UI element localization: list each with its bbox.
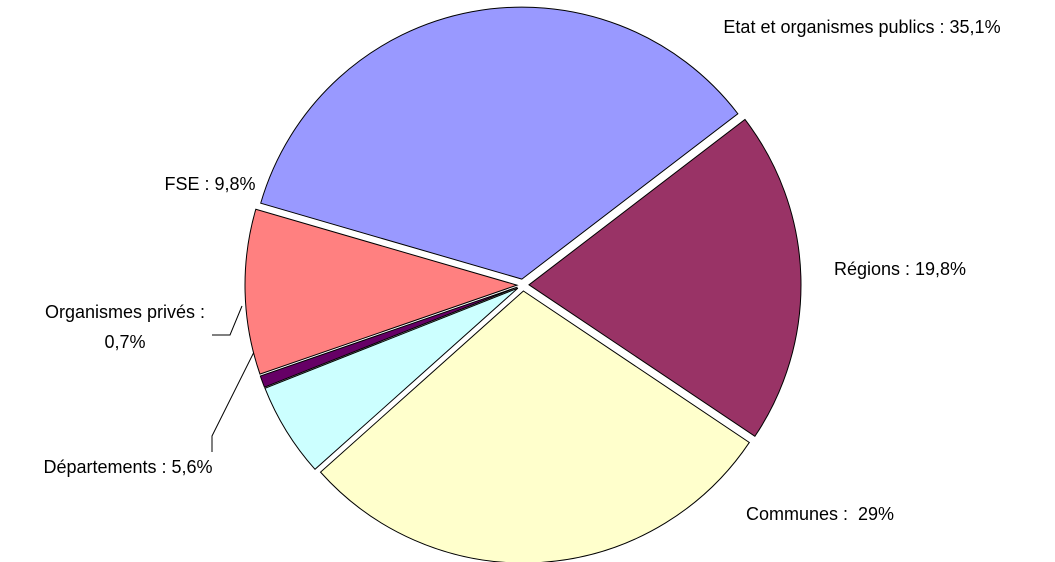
data-label-line: Organismes privés : xyxy=(45,302,205,322)
pie-slice xyxy=(259,286,518,388)
data-label: Régions : 19,8% xyxy=(834,259,966,279)
leader-line xyxy=(212,305,243,336)
pie-slice xyxy=(244,208,519,375)
pie-slice xyxy=(528,118,802,437)
data-label: FSE : 9,8% xyxy=(164,174,255,194)
pie-slice xyxy=(260,6,739,280)
data-label: Départements : 5,6% xyxy=(43,457,212,477)
data-label: Organismes privés : 0,7% xyxy=(45,302,205,352)
data-label: Communes : 29% xyxy=(746,504,894,524)
pie-slice xyxy=(319,290,751,562)
data-label-line: 0,7% xyxy=(104,332,145,352)
pie-slice xyxy=(264,287,519,471)
data-label: Etat et organismes publics : 35,1% xyxy=(723,17,1000,37)
leader-line xyxy=(211,347,257,452)
